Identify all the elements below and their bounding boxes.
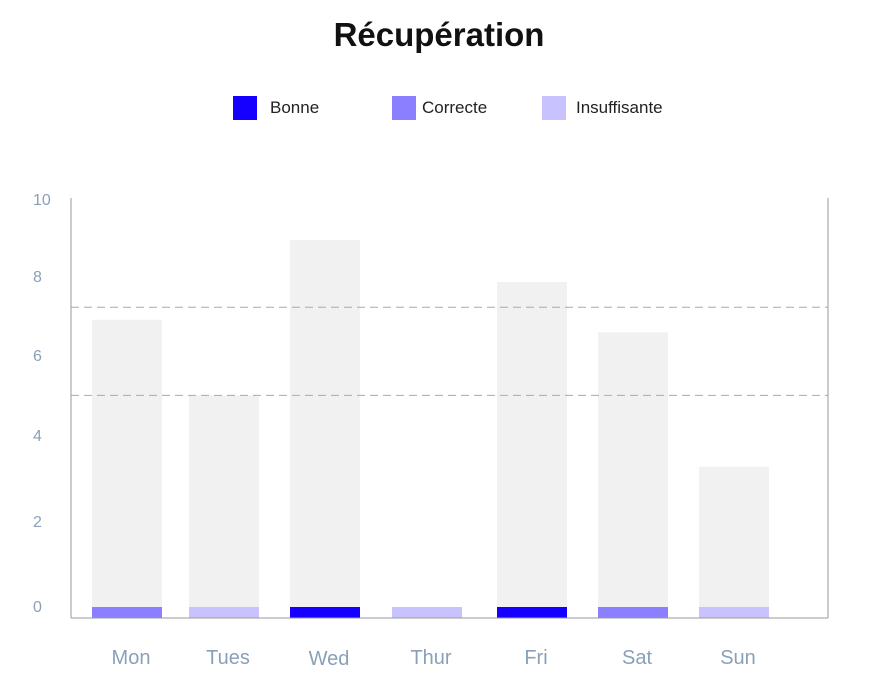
legend-item-insuffisante: Insuffisante: [542, 94, 663, 122]
y-tick-label-8: 8: [33, 269, 42, 286]
y-tick-label-2: 2: [33, 514, 42, 531]
legend-label-bonne: Bonne: [270, 98, 320, 117]
y-tick-label-0: 0: [33, 599, 42, 616]
legend-item-bonne: Bonne: [233, 94, 319, 122]
x-tick-label-fri: Fri: [524, 647, 547, 669]
status-strip-sun: [699, 607, 769, 618]
legend-swatch-correcte: [392, 96, 416, 120]
status-strip-sat: [598, 607, 668, 618]
legend-label-insuffisante: Insuffisante: [576, 98, 663, 117]
legend-label-correcte: Correcte: [422, 98, 488, 117]
legend: Bonne Correcte Insuffisante: [0, 94, 878, 122]
status-strip-wed: [290, 607, 360, 618]
bar-sun: [699, 466, 769, 618]
status-strip-fri: [497, 607, 567, 618]
y-tick-label-6: 6: [33, 348, 42, 365]
status-strip-thur: [392, 607, 462, 618]
x-tick-label-wed: Wed: [309, 648, 350, 670]
x-tick-label-tues: Tues: [206, 647, 250, 669]
x-tick-label-thur: Thur: [410, 647, 451, 669]
legend-swatch-insuffisante: [542, 96, 566, 120]
bar-mon: [92, 319, 162, 618]
y-tick-label-10: 10: [33, 192, 51, 209]
x-tick-label-sun: Sun: [720, 647, 756, 669]
bar-wed: [290, 240, 360, 618]
bar-sat: [598, 332, 668, 618]
bar-fri: [497, 282, 567, 618]
legend-item-correcte: Correcte: [392, 94, 487, 122]
status-strip-mon: [92, 607, 162, 618]
legend-swatch-bonne: [233, 96, 257, 120]
chart-title: Récupération: [333, 16, 545, 53]
bar-tues: [189, 395, 259, 618]
status-strip-tues: [189, 607, 259, 618]
x-tick-label-sat: Sat: [622, 647, 652, 669]
y-tick-label-4: 4: [33, 428, 42, 445]
x-tick-label-mon: Mon: [112, 647, 151, 669]
